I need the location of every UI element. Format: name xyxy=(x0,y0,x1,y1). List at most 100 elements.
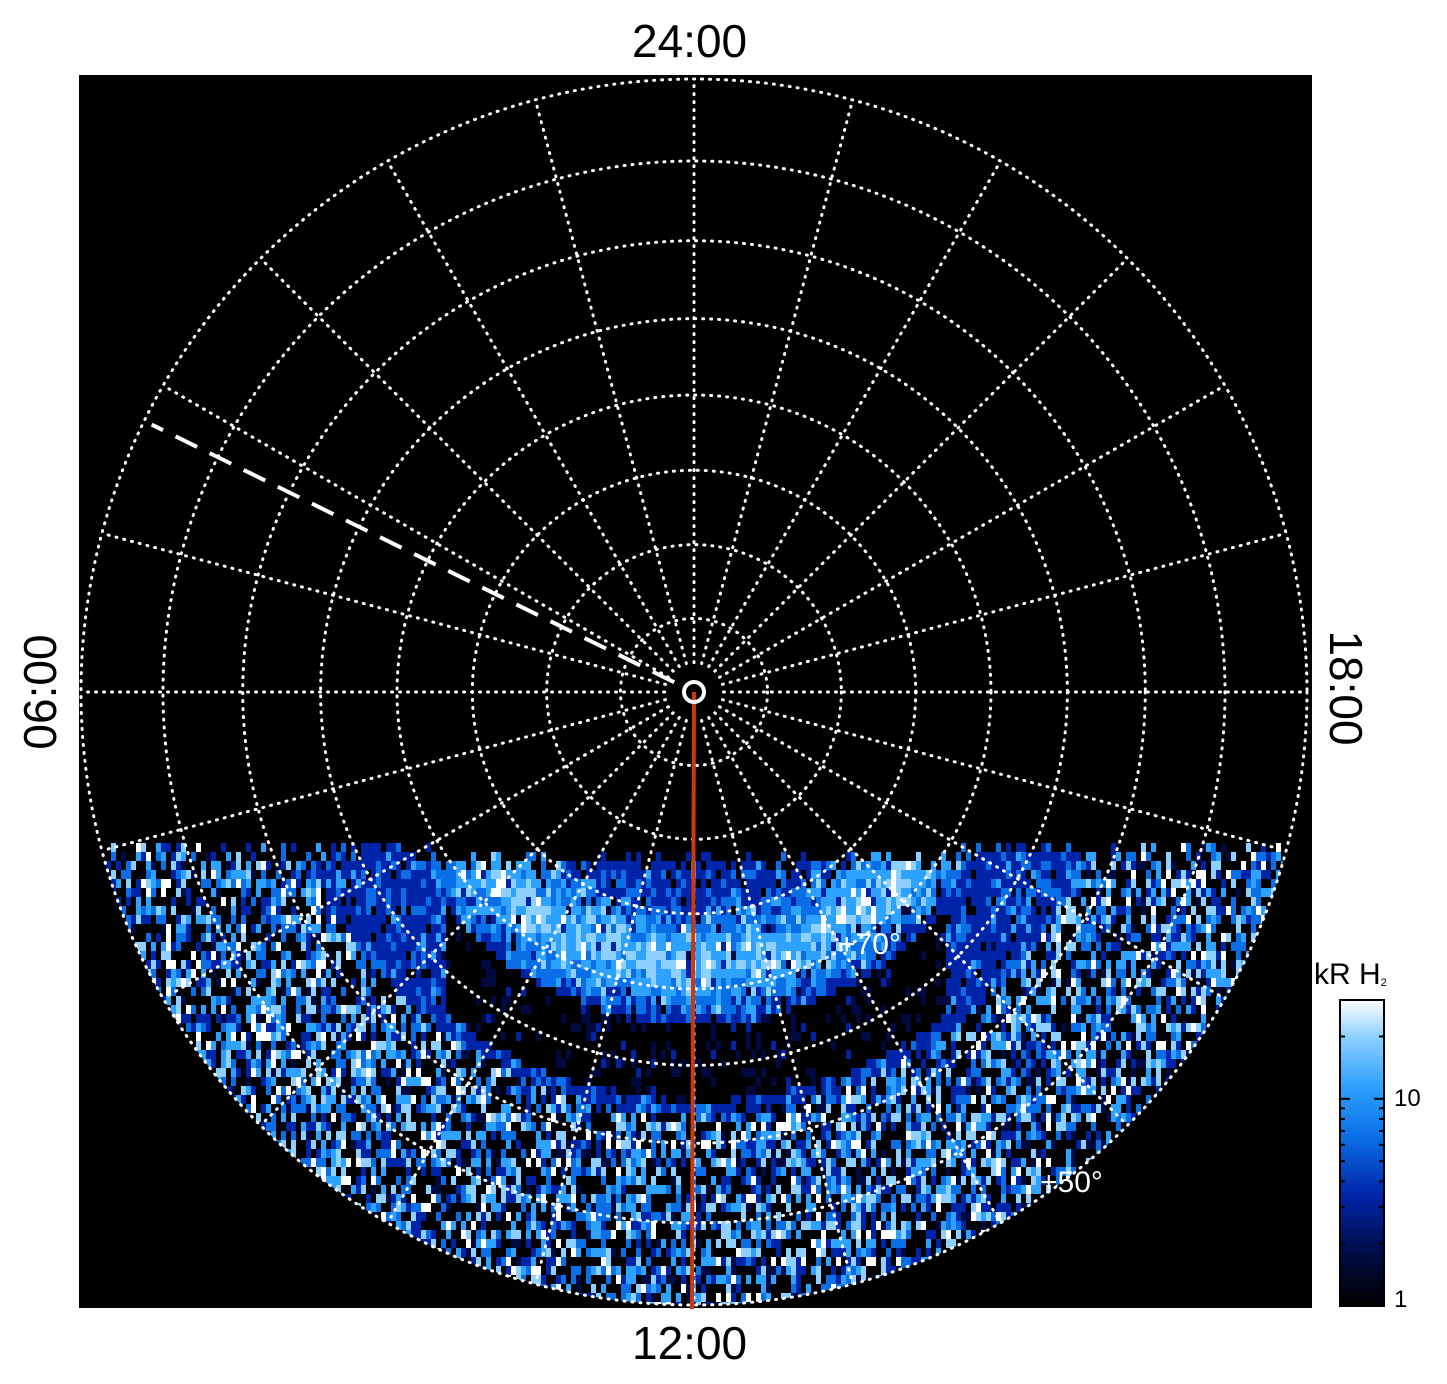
emission-pixel xyxy=(1146,870,1151,879)
emission-pixel xyxy=(1101,897,1106,906)
emission-pixel xyxy=(356,960,361,969)
emission-pixel xyxy=(1001,1023,1006,1032)
emission-pixel xyxy=(1236,924,1241,933)
emission-pixel xyxy=(976,951,981,960)
emission-pixel xyxy=(231,888,236,897)
emission-pixel xyxy=(656,924,661,933)
emission-pixel xyxy=(616,960,621,969)
emission-pixel xyxy=(516,960,521,969)
emission-pixel xyxy=(761,888,766,897)
emission-pixel xyxy=(826,978,831,987)
emission-pixel xyxy=(1086,1014,1091,1023)
emission-pixel xyxy=(751,861,756,870)
emission-pixel xyxy=(616,987,621,996)
emission-pixel xyxy=(1036,942,1041,951)
emission-pixel xyxy=(1146,852,1151,861)
emission-pixel xyxy=(1131,1014,1136,1023)
emission-pixel xyxy=(1156,933,1161,942)
emission-pixel xyxy=(231,933,236,942)
emission-pixel xyxy=(581,978,586,987)
emission-pixel xyxy=(711,933,716,942)
emission-pixel xyxy=(1051,1023,1056,1032)
emission-pixel xyxy=(911,942,916,951)
emission-pixel xyxy=(596,978,601,987)
emission-pixel xyxy=(491,924,496,933)
emission-pixel xyxy=(311,942,316,951)
emission-pixel xyxy=(1216,996,1221,1005)
emission-pixel xyxy=(391,906,396,915)
emission-pixel xyxy=(606,960,611,969)
emission-pixel xyxy=(771,951,776,960)
emission-pixel xyxy=(1091,852,1096,861)
emission-pixel xyxy=(301,1005,306,1014)
emission-pixel xyxy=(1206,969,1211,978)
emission-pixel xyxy=(661,897,666,906)
emission-pixel xyxy=(641,888,646,897)
emission-pixel xyxy=(766,1050,771,1059)
emission-pixel xyxy=(721,924,726,933)
emission-pixel xyxy=(436,879,441,888)
emission-pixel xyxy=(236,1041,241,1050)
emission-pixel xyxy=(781,942,786,951)
emission-pixel xyxy=(511,1032,516,1041)
emission-pixel xyxy=(1016,960,1021,969)
emission-pixel xyxy=(506,897,511,906)
emission-pixel xyxy=(881,1023,886,1032)
emission-pixel xyxy=(1166,879,1171,888)
emission-pixel xyxy=(926,1032,931,1041)
emission-pixel xyxy=(756,951,761,960)
emission-pixel xyxy=(801,1005,806,1014)
emission-pixel xyxy=(171,924,176,933)
emission-pixel xyxy=(366,996,371,1005)
emission-pixel xyxy=(496,1041,501,1050)
emission-pixel xyxy=(1246,942,1251,951)
emission-pixel xyxy=(321,1041,326,1050)
emission-pixel xyxy=(236,1023,241,1032)
emission-pixel xyxy=(1071,978,1076,987)
emission-pixel xyxy=(1176,978,1181,987)
emission-pixel xyxy=(601,861,606,870)
emission-pixel xyxy=(331,924,336,933)
emission-pixel xyxy=(1191,1032,1196,1041)
emission-pixel xyxy=(741,1032,746,1041)
emission-pixel xyxy=(561,942,566,951)
emission-pixel xyxy=(596,1005,601,1014)
emission-pixel xyxy=(716,1023,721,1032)
emission-pixel xyxy=(551,870,556,879)
emission-pixel xyxy=(1146,942,1151,951)
emission-pixel xyxy=(901,1032,906,1041)
emission-pixel xyxy=(411,1023,416,1032)
emission-pixel xyxy=(736,933,741,942)
emission-pixel xyxy=(1026,960,1031,969)
emission-pixel xyxy=(606,924,611,933)
emission-pixel xyxy=(336,879,341,888)
emission-pixel xyxy=(546,1050,551,1059)
emission-pixel xyxy=(221,933,226,942)
emission-pixel xyxy=(986,978,991,987)
emission-pixel xyxy=(996,1014,1001,1023)
emission-pixel xyxy=(606,906,611,915)
emission-pixel xyxy=(1036,870,1041,879)
emission-pixel xyxy=(766,960,771,969)
emission-pixel xyxy=(911,1023,916,1032)
emission-pixel xyxy=(756,870,761,879)
emission-pixel xyxy=(526,1023,531,1032)
emission-pixel xyxy=(826,960,831,969)
emission-pixel xyxy=(596,1032,601,1041)
emission-pixel xyxy=(636,1032,641,1041)
emission-pixel xyxy=(856,951,861,960)
emission-pixel xyxy=(976,933,981,942)
emission-pixel xyxy=(416,1041,421,1050)
emission-pixel xyxy=(441,960,446,969)
emission-pixel xyxy=(1111,951,1116,960)
emission-pixel xyxy=(611,933,616,942)
emission-pixel xyxy=(1086,942,1091,951)
emission-pixel xyxy=(236,987,241,996)
emission-pixel xyxy=(1211,897,1216,906)
emission-pixel xyxy=(666,969,671,978)
emission-pixel xyxy=(246,1014,251,1023)
emission-pixel xyxy=(821,1023,826,1032)
emission-pixel xyxy=(1201,915,1206,924)
emission-pixel xyxy=(281,888,286,897)
emission-pixel xyxy=(271,897,276,906)
